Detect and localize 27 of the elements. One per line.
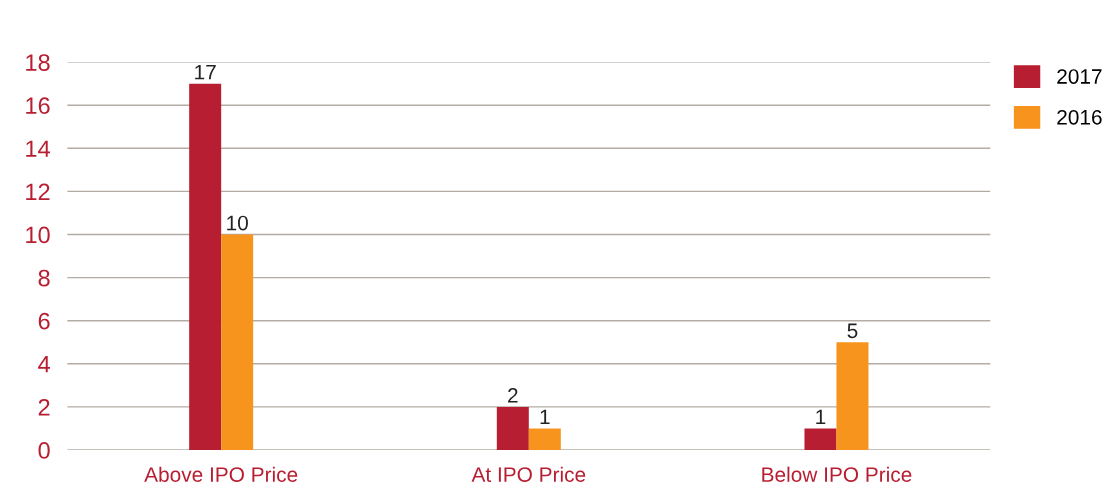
data-label: 5 — [847, 323, 858, 339]
data-label: 10 — [227, 215, 248, 231]
y-tick-label: 2 — [38, 398, 50, 416]
bar — [496, 406, 529, 450]
data-label: 17 — [195, 65, 216, 80]
y-tick-label: 8 — [38, 269, 50, 287]
y-tick-label: 18 — [26, 54, 50, 71]
y-tick-label: 14 — [26, 140, 50, 157]
x-tick-label: Below IPO Price — [762, 466, 912, 482]
data-label: 1 — [540, 409, 550, 425]
y-tick-label: 6 — [38, 312, 50, 330]
y-tick-label: 12 — [26, 183, 50, 200]
bar — [189, 83, 222, 450]
bar — [804, 428, 837, 450]
y-tick-label: 4 — [38, 356, 50, 373]
legend-label: 2016 — [1057, 109, 1102, 125]
bar — [221, 234, 254, 450]
x-tick-label: Above IPO Price — [144, 466, 298, 482]
y-tick-label: 10 — [26, 226, 50, 244]
bar — [528, 428, 561, 450]
y-tick-label: 0 — [38, 442, 50, 459]
bar — [836, 342, 869, 450]
data-label: 2 — [508, 388, 518, 403]
legend-label: 2017 — [1057, 69, 1102, 84]
x-tick-label: At IPO Price — [471, 466, 586, 482]
y-tick-label: 16 — [26, 97, 50, 115]
data-label: 1 — [816, 409, 826, 425]
